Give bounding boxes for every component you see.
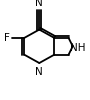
Text: N: N: [35, 0, 43, 8]
Text: NH: NH: [70, 43, 86, 53]
Text: F: F: [4, 33, 10, 43]
Text: N: N: [35, 67, 43, 77]
